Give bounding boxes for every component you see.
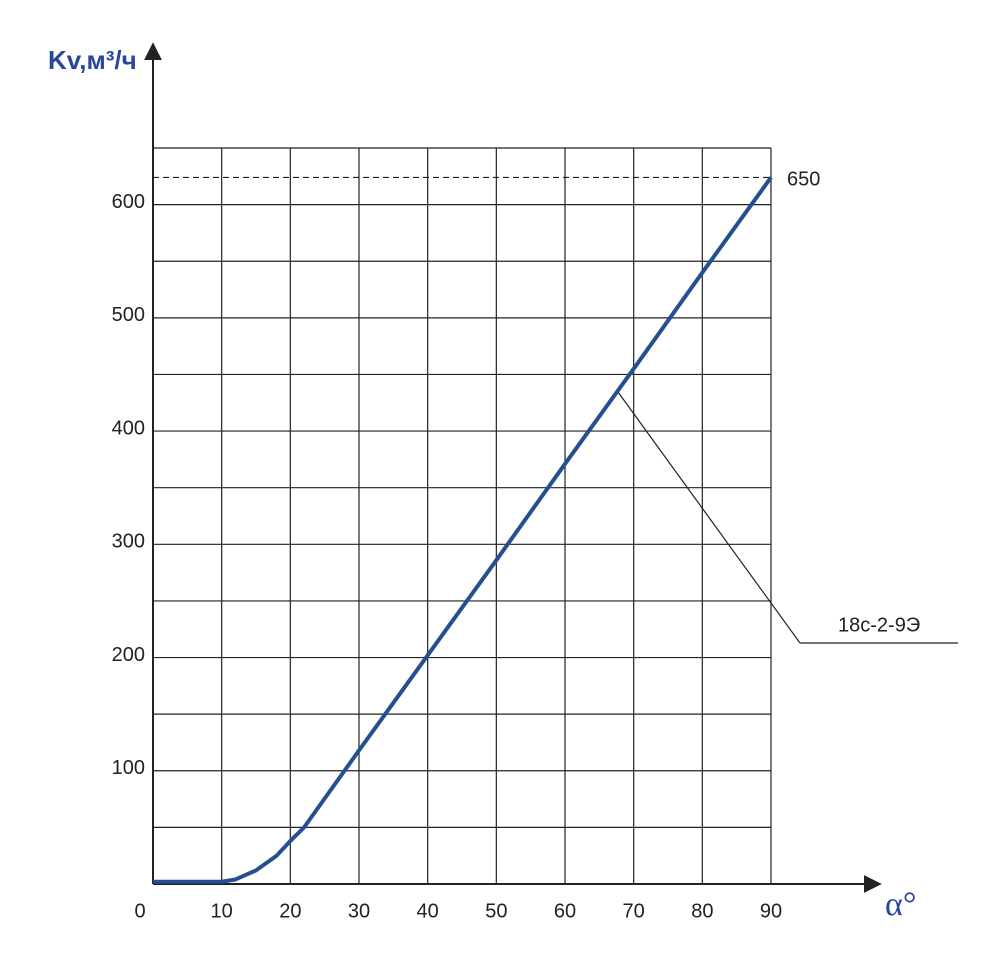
y-tick-label: 500 [112, 304, 145, 326]
annotation: 650 [787, 169, 820, 191]
x-tick-label: 50 [485, 900, 507, 922]
y-tick-label: 100 [112, 757, 145, 779]
x-axis-label: α° [885, 886, 916, 923]
leader-line [617, 391, 801, 644]
y-tick-label: 200 [112, 644, 145, 666]
y-tick-label: 400 [112, 417, 145, 439]
x-tick-label: 0 [134, 900, 145, 922]
x-tick-label: 80 [691, 900, 713, 922]
series-line [153, 176, 773, 884]
y-tick-label: 600 [112, 191, 145, 213]
y-tick-label: 300 [112, 531, 145, 553]
series-label: 18с-2-9Э [838, 614, 920, 636]
x-tick-label: 20 [279, 900, 301, 922]
x-tick-label: 90 [760, 900, 782, 922]
x-tick-label: 60 [554, 900, 576, 922]
x-tick-label: 40 [417, 900, 439, 922]
x-tick-label: 10 [211, 900, 233, 922]
x-tick-label: 30 [348, 900, 370, 922]
x-tick-label: 70 [623, 900, 645, 922]
y-axis-label: Kv,м³/ч [48, 45, 137, 75]
